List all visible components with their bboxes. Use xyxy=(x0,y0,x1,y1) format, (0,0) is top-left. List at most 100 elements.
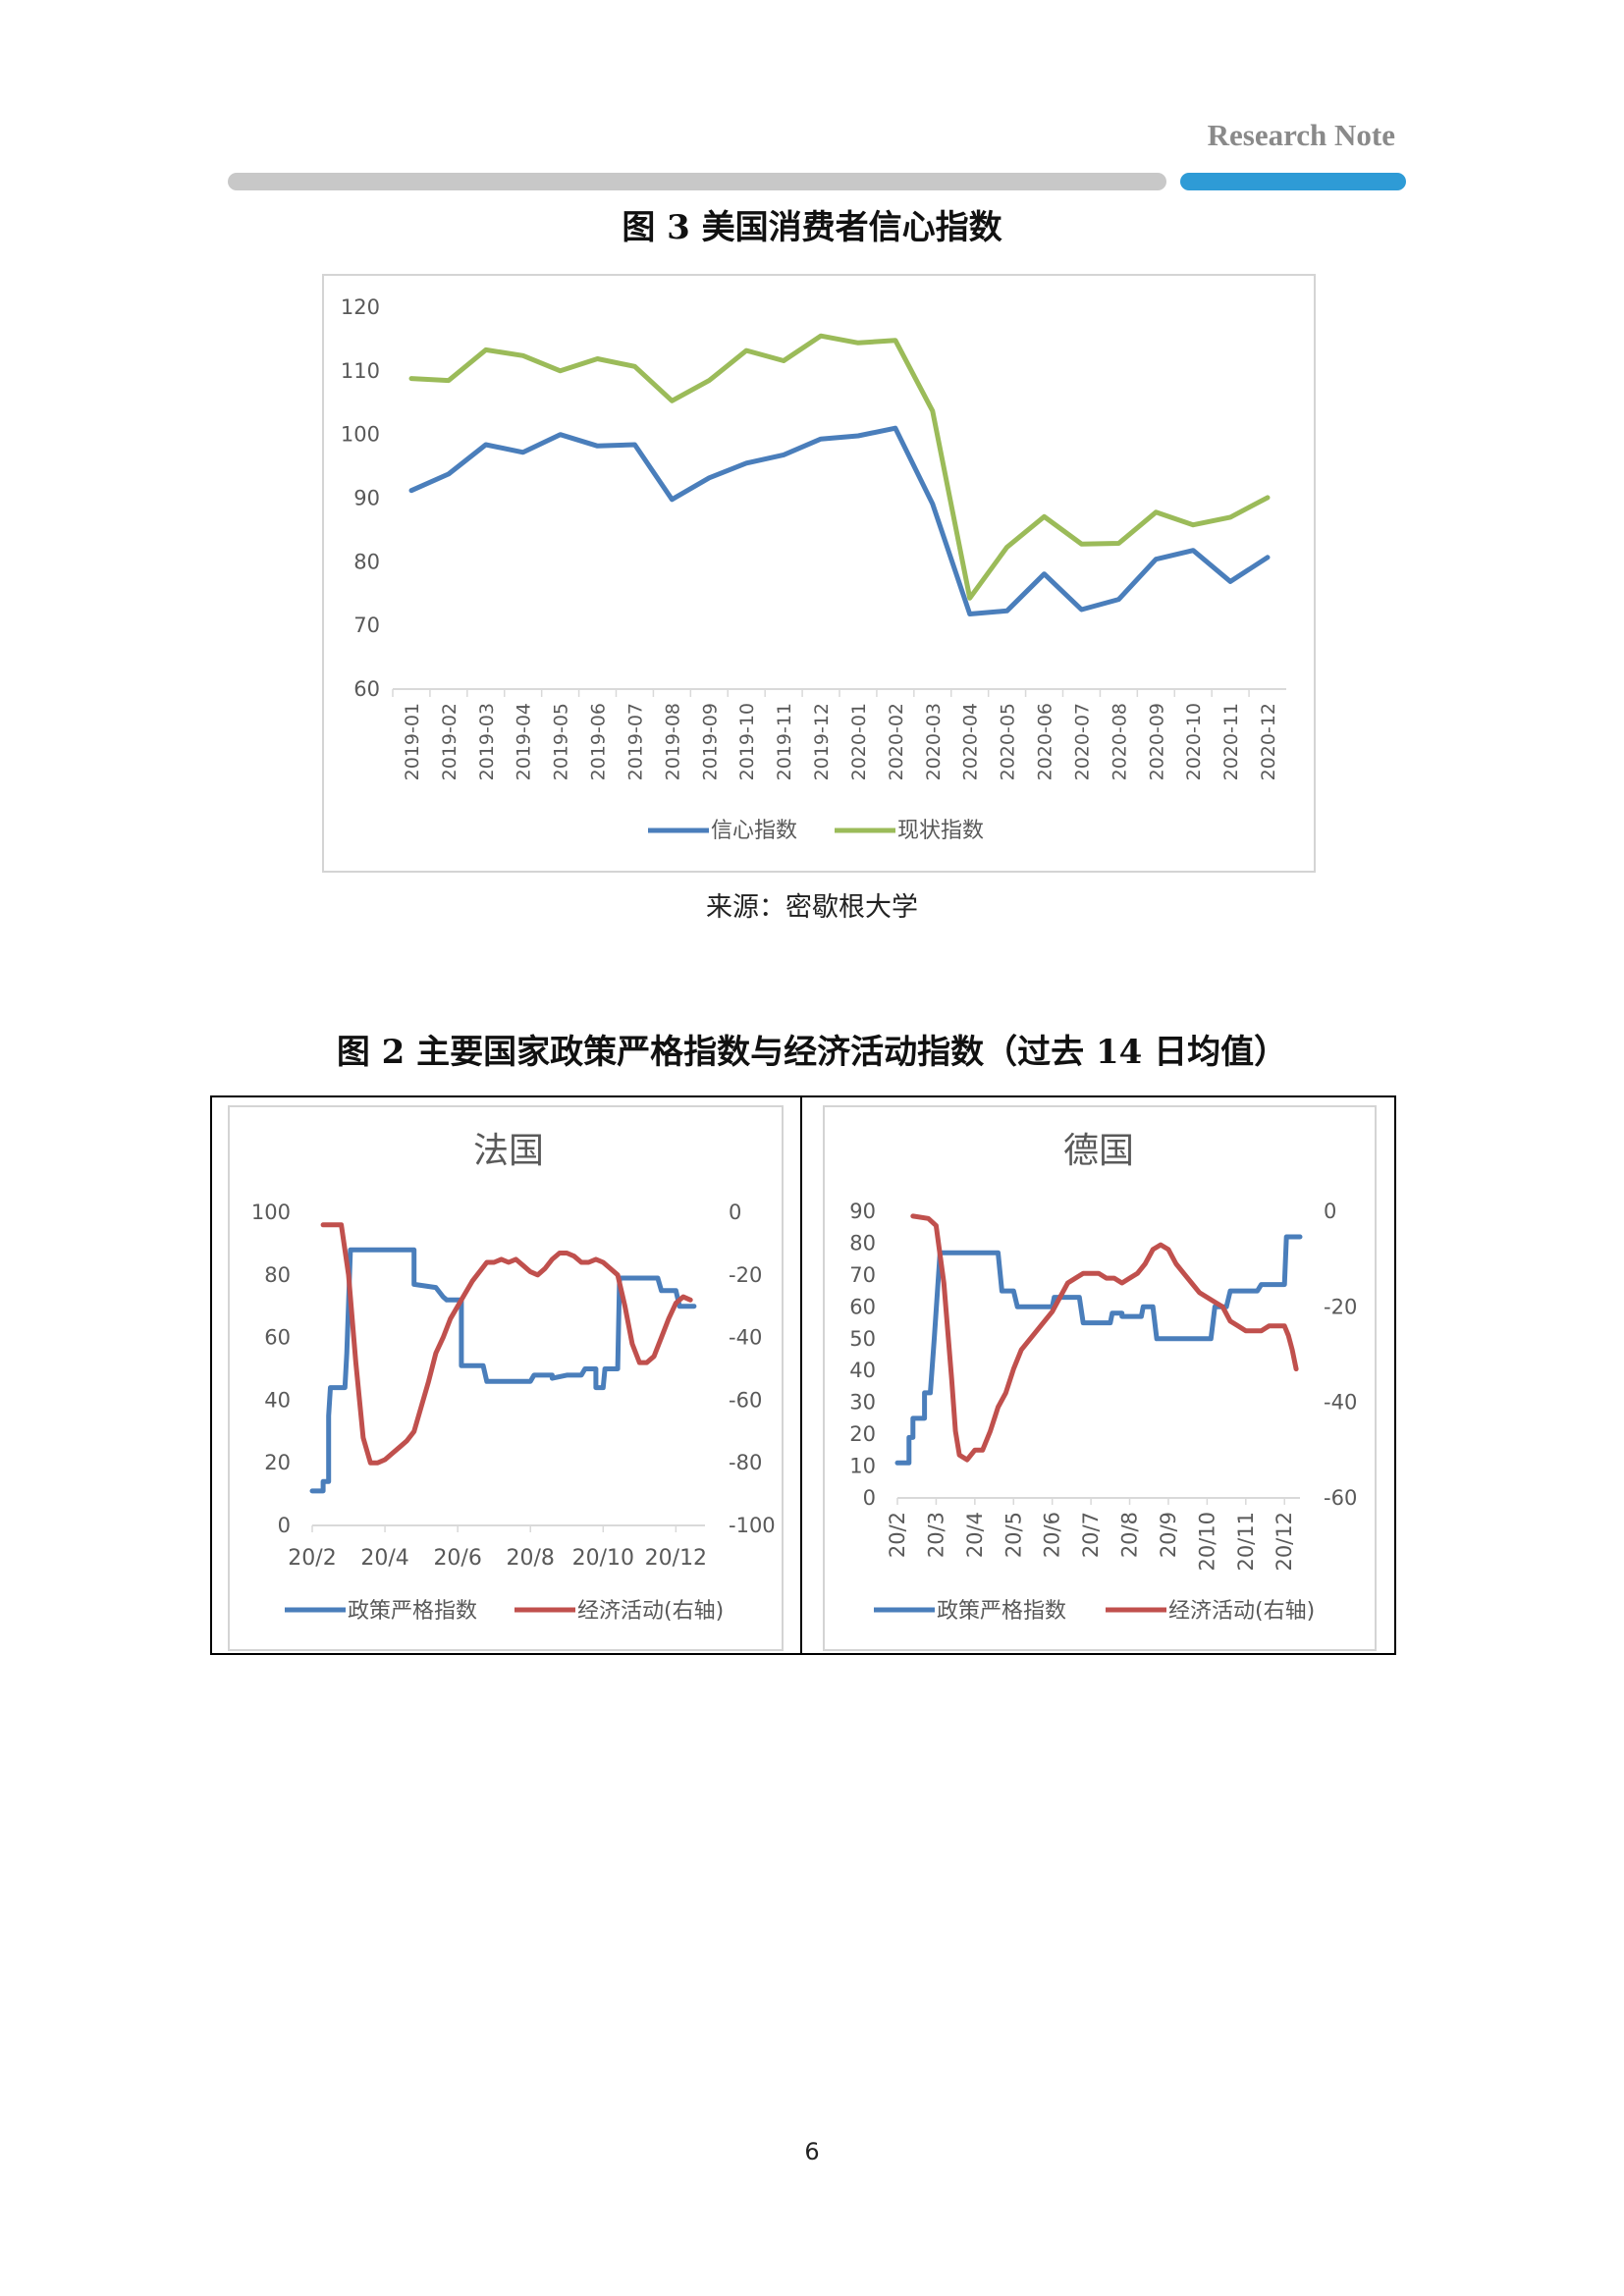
left-y-tick-label: 50 xyxy=(849,1327,876,1351)
x-tick-label: 20/5 xyxy=(1001,1512,1025,1558)
x-tick-label: 2020-12 xyxy=(1258,703,1279,780)
y-tick-label: 60 xyxy=(353,677,380,701)
x-tick-label: 2019-02 xyxy=(439,703,460,780)
series-line-经济活动(右轴) xyxy=(910,1213,1299,1463)
x-tick-label: 2020-10 xyxy=(1183,703,1205,780)
legend-label: 经济活动(右轴) xyxy=(577,1599,724,1624)
series-line-信心指数 xyxy=(408,425,1271,616)
x-tick-label: 2020-11 xyxy=(1220,703,1242,780)
germany-chart-frame: 德国 0 10 20 30 40 50 60 70 80 90 -60 -40 -20 0 20/2 20/3 2… xyxy=(823,1105,1377,1651)
x-tick-label: 20/3 xyxy=(924,1512,947,1558)
right-y-tick-label: -80 xyxy=(729,1451,762,1474)
left-y-tick-label: 100 xyxy=(251,1201,291,1224)
right-y-tick-label: 0 xyxy=(1324,1200,1336,1223)
right-y-tick-label: -60 xyxy=(729,1388,762,1412)
x-tick-label: 2020-01 xyxy=(848,703,870,780)
x-tick-label: 20/10 xyxy=(572,1546,634,1571)
y-tick-label: 70 xyxy=(353,614,380,637)
left-y-tick-label: 0 xyxy=(278,1514,291,1537)
y-tick-label: 100 xyxy=(341,423,380,447)
x-tick-label: 2019-10 xyxy=(736,703,758,780)
x-tick-label: 2020-07 xyxy=(1071,703,1093,780)
x-tick-label: 2019-01 xyxy=(402,703,423,780)
x-tick-label: 20/9 xyxy=(1157,1512,1180,1558)
x-tick-label: 20/7 xyxy=(1079,1512,1103,1558)
series-line-政策严格指数 xyxy=(309,1247,697,1494)
series-line-经济活动(右轴) xyxy=(320,1222,693,1466)
left-y-tick-label: 80 xyxy=(849,1231,876,1255)
page-number: 6 xyxy=(804,2138,820,2165)
series-line-政策严格指数 xyxy=(894,1234,1303,1466)
left-y-tick-label: 20 xyxy=(264,1451,291,1474)
right-y-tick-label: 0 xyxy=(729,1201,741,1224)
left-y-tick-label: 20 xyxy=(849,1422,876,1446)
x-tick-label: 20/6 xyxy=(1041,1512,1064,1558)
x-tick-label: 2019-07 xyxy=(624,703,646,780)
x-tick-label: 2019-09 xyxy=(699,703,721,780)
figure-3-source: 来源：密歇根大学 xyxy=(706,892,918,923)
legend-label: 信心指数 xyxy=(711,819,797,843)
left-y-tick-label: 40 xyxy=(264,1388,291,1412)
x-tick-label: 2019-06 xyxy=(588,703,610,780)
legend-label: 现状指数 xyxy=(897,819,984,843)
x-tick-label: 20/6 xyxy=(433,1546,481,1571)
x-tick-label: 20/4 xyxy=(963,1512,987,1558)
consumer-confidence-chart: 60 70 80 90 100 110 120 2019-01 2019-02 2019-03 20… xyxy=(341,295,1286,843)
x-tick-label: 2019-05 xyxy=(551,703,572,780)
x-tick-label: 2019-11 xyxy=(774,703,795,780)
y-tick-label: 110 xyxy=(341,359,380,383)
x-tick-label: 2019-12 xyxy=(811,703,833,780)
header-title: Research Note xyxy=(1207,118,1395,152)
left-y-tick-label: 40 xyxy=(849,1359,876,1382)
left-y-tick-label: 80 xyxy=(264,1263,291,1287)
x-tick-label: 20/12 xyxy=(1272,1512,1296,1572)
france-chart-frame: 法国 0 20 40 60 80 100 -100 -80 -60 -40 -20 0 20/2 20/4 2… xyxy=(228,1105,784,1651)
right-y-tick-label: -60 xyxy=(1324,1486,1357,1510)
left-y-tick-label: 90 xyxy=(849,1200,876,1223)
series-line-现状指数 xyxy=(408,333,1271,601)
left-y-tick-label: 10 xyxy=(849,1455,876,1478)
x-tick-label: 2019-04 xyxy=(514,703,535,780)
right-y-tick-label: -40 xyxy=(1324,1391,1357,1415)
chart-title: 德国 xyxy=(1063,1131,1134,1171)
france-chart: 法国 0 20 40 60 80 100 -100 -80 -60 -40 -20 0 20/2 20/4 2… xyxy=(251,1131,776,1624)
x-tick-label: 2020-05 xyxy=(998,703,1019,780)
x-tick-label: 20/8 xyxy=(507,1546,555,1571)
left-y-tick-label: 0 xyxy=(863,1486,876,1510)
x-tick-label: 2020-08 xyxy=(1109,703,1130,780)
x-tick-label: 2019-08 xyxy=(662,703,683,780)
y-tick-label: 120 xyxy=(341,295,380,319)
legend-label: 经济活动(右轴) xyxy=(1168,1599,1315,1624)
chart-title: 法国 xyxy=(473,1131,544,1171)
x-tick-label: 2020-09 xyxy=(1146,703,1167,780)
y-tick-label: 90 xyxy=(353,487,380,510)
x-tick-label: 20/2 xyxy=(886,1512,909,1558)
x-tick-label: 20/2 xyxy=(288,1546,336,1571)
consumer-confidence-chart-frame: 60 70 80 90 100 110 120 2019-01 2019-02 2019-03 20… xyxy=(322,274,1316,873)
figure-3-title: 图 3 美国消费者信心指数 xyxy=(622,208,1002,247)
figure-2-title: 图 2 主要国家政策严格指数与经济活动指数（过去 14 日均值） xyxy=(336,1033,1288,1072)
right-y-tick-label: -20 xyxy=(1324,1295,1357,1318)
header-rule-gray xyxy=(228,173,1166,190)
x-tick-label: 20/12 xyxy=(645,1546,707,1571)
x-tick-label: 2020-03 xyxy=(923,703,945,780)
x-tick-label: 2019-03 xyxy=(476,703,498,780)
right-y-tick-label: -100 xyxy=(729,1514,776,1537)
x-tick-label: 2020-02 xyxy=(886,703,907,780)
left-y-tick-label: 30 xyxy=(849,1391,876,1415)
right-y-tick-label: -20 xyxy=(729,1263,762,1287)
germany-chart: 德国 0 10 20 30 40 50 60 70 80 90 -60 -40 -20 0 20/2 20/3 2… xyxy=(849,1131,1357,1624)
x-tick-label: 20/8 xyxy=(1118,1512,1142,1558)
legend-label: 政策严格指数 xyxy=(937,1599,1066,1624)
y-tick-label: 80 xyxy=(353,550,380,573)
x-tick-label: 2020-06 xyxy=(1035,703,1056,780)
figure-2-divider xyxy=(800,1095,802,1655)
left-y-tick-label: 60 xyxy=(264,1326,291,1350)
x-tick-label: 20/11 xyxy=(1234,1512,1258,1572)
left-y-tick-label: 60 xyxy=(849,1295,876,1318)
legend-label: 政策严格指数 xyxy=(348,1599,477,1624)
figure-2-frame xyxy=(210,1095,1396,1655)
x-tick-label: 20/10 xyxy=(1195,1512,1218,1572)
header-rule-blue xyxy=(1180,173,1406,190)
left-y-tick-label: 70 xyxy=(849,1263,876,1287)
